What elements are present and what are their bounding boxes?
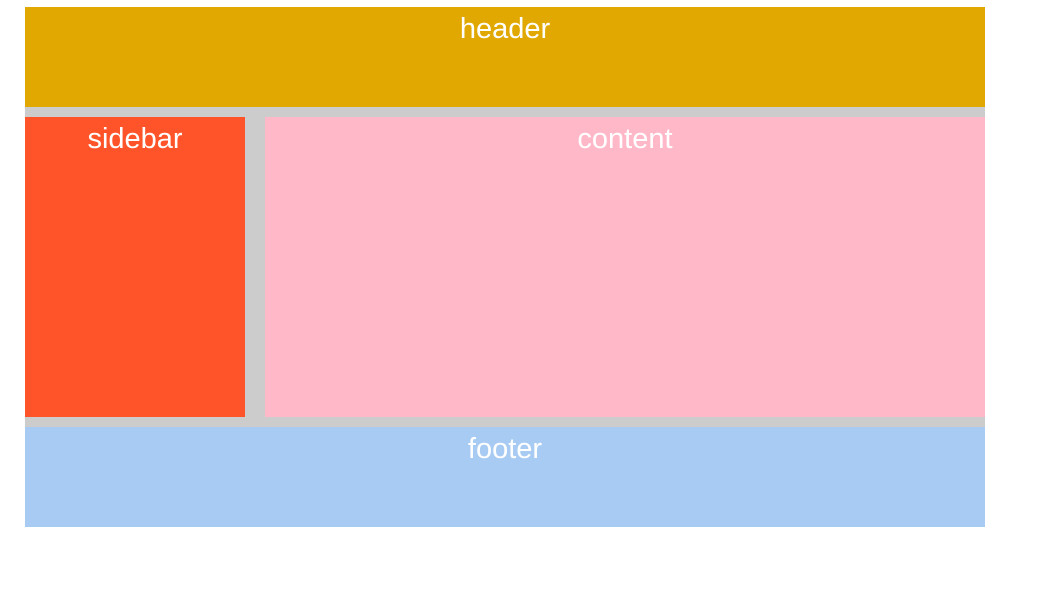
header-region: header <box>25 7 985 107</box>
sidebar-label: sidebar <box>87 123 183 155</box>
footer-label: footer <box>467 433 543 465</box>
content-region: content <box>265 117 985 417</box>
header-label: header <box>459 13 551 45</box>
grid-layout: header sidebar content footer <box>25 7 985 527</box>
footer-region: footer <box>25 427 985 527</box>
sidebar-region: sidebar <box>25 117 245 417</box>
content-label: content <box>577 123 673 155</box>
